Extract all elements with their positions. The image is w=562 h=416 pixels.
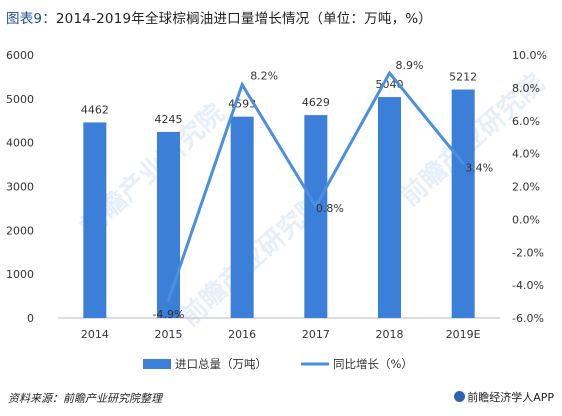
x-tick-label: 2016	[228, 328, 256, 341]
x-tick-label: 2019E	[446, 328, 481, 341]
y-left-tick-label: 4000	[6, 137, 34, 150]
y-left-tick-label: 0	[27, 312, 34, 325]
line-value-label: -4.9%	[153, 308, 185, 321]
source-note: 资料来源：前瞻产业研究院整理	[8, 392, 162, 405]
y-left-tick-label: 3000	[6, 181, 34, 194]
y-right-tick-label: -4.0%	[512, 279, 544, 292]
x-tick-label: 2015	[155, 328, 183, 341]
brand-credit: 前瞻经济学人APP	[454, 389, 554, 405]
y-right-tick-label: 0.0%	[512, 213, 540, 226]
bar	[378, 97, 401, 318]
line-point	[461, 161, 465, 165]
bar-value-label: 4462	[81, 103, 109, 116]
bar	[230, 116, 254, 319]
line-value-label: 0.8%	[316, 202, 344, 215]
legend-bar-label: 进口总量（万吨）	[175, 357, 267, 371]
bar-value-label: 4245	[155, 113, 183, 126]
line-point	[314, 204, 318, 208]
y-right-tick-label: 4.0%	[512, 148, 540, 161]
chart-title-text: 2014-2019年全球棕榈油进口量增长情况（单位：万吨，%）	[55, 11, 433, 27]
y-right-tick-label: -6.0%	[512, 312, 544, 325]
y-left-tick-label: 2000	[6, 224, 34, 237]
legend-bar-swatch	[143, 359, 171, 369]
bar-value-label: 4629	[302, 96, 330, 109]
bar	[83, 122, 107, 318]
bar	[304, 115, 328, 319]
x-tick-label: 2018	[376, 328, 404, 341]
line-value-label: 3.4%	[465, 161, 493, 174]
bar-value-label: 5212	[449, 71, 477, 84]
legend-line-label: 同比增长（%）	[333, 357, 413, 371]
bar	[157, 131, 180, 318]
y-right-tick-label: 8.0%	[512, 82, 540, 95]
line-value-label: 8.9%	[396, 59, 424, 72]
line-point	[388, 71, 391, 75]
brand-name: 前瞻经济学人APP	[467, 391, 554, 404]
line-point	[240, 83, 244, 87]
y-left-tick-label: 5000	[6, 93, 34, 106]
brand-logo-icon	[454, 391, 466, 402]
y-right-tick-label: 2.0%	[512, 181, 540, 194]
y-left-tick-label: 1000	[6, 268, 34, 281]
y-left-tick-label: 6000	[6, 49, 34, 62]
chart-title-label: 图表9：	[6, 11, 56, 27]
y-right-tick-label: 10.0%	[512, 49, 547, 62]
x-tick-label: 2017	[302, 328, 330, 341]
line-point	[167, 298, 170, 302]
x-tick-label: 2014	[81, 328, 109, 341]
y-right-tick-label: 6.0%	[512, 115, 540, 128]
bar	[451, 89, 475, 318]
line-value-label: 8.2%	[250, 70, 278, 83]
y-right-tick-label: -2.0%	[512, 246, 544, 259]
chart-title: 图表9：2014-2019年全球棕榈油进口量增长情况（单位：万吨，%）	[6, 7, 432, 27]
